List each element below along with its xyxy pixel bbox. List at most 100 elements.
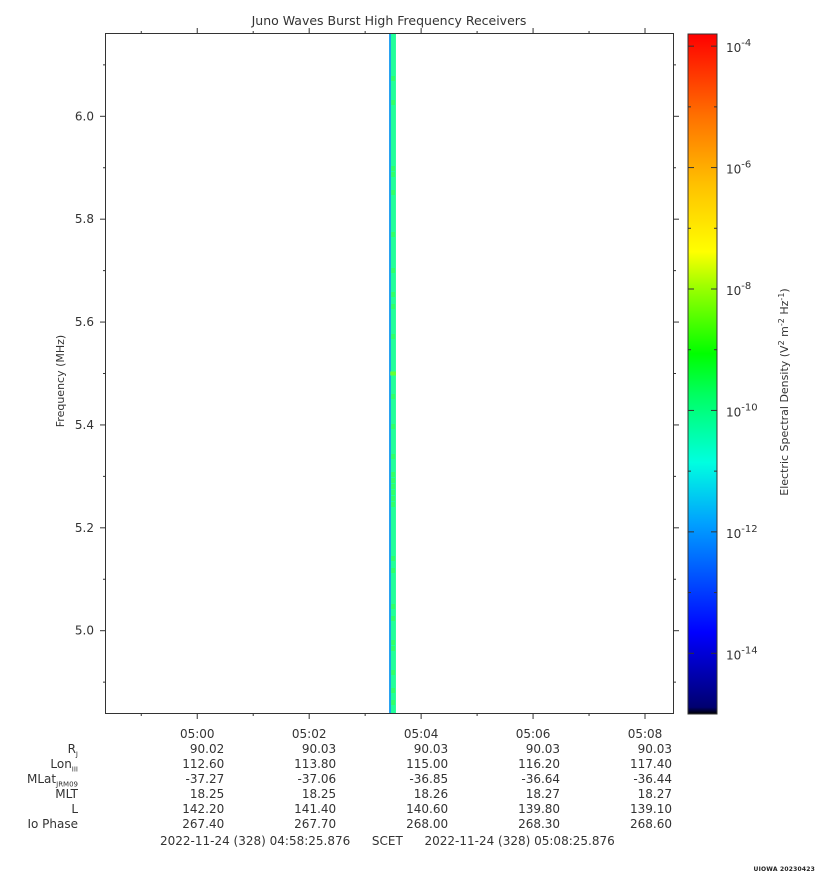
ephemeris-value: 139.80 [518, 802, 561, 816]
data-column-cell [391, 478, 395, 483]
ephemeris-value: 18.27 [637, 787, 672, 801]
ephemeris-value: 139.10 [630, 802, 672, 816]
x-tick-label: 05:08 [628, 727, 663, 741]
colorbar-label-suffix: ) [778, 288, 791, 292]
ephemeris-value: -36.64 [521, 772, 561, 786]
data-column-cell [391, 292, 395, 297]
data-column-cell [391, 232, 395, 237]
ephemeris-value: 117.40 [630, 757, 672, 771]
data-column-cell [391, 166, 395, 171]
data-column-cell [391, 76, 395, 81]
colorbar-label-mid2: Hz [778, 300, 791, 318]
footer-start-time: 2022-11-24 (328) 04:58:25.876 [160, 834, 351, 848]
colorbar-label-exp3: -1 [777, 293, 786, 301]
data-column-cell [391, 688, 395, 693]
footer-end-time: 2022-11-24 (328) 05:08:25.876 [424, 834, 615, 848]
y-tick-label: 5.4 [75, 418, 94, 432]
ephemeris-value: 268.30 [518, 817, 561, 831]
colorbar-tick-label: 10-10 [726, 402, 758, 419]
data-column-cell [391, 646, 395, 651]
data-column-cell [391, 304, 395, 309]
data-column-cell [391, 172, 395, 177]
ephemeris-value: 90.03 [413, 742, 449, 756]
ephemeris-row-label: MLT [55, 787, 78, 801]
ephemeris-value: 112.60 [182, 757, 225, 771]
ephemeris-value: 90.03 [525, 742, 561, 756]
ephemeris-value: -37.06 [297, 772, 337, 786]
ephemeris-value: 90.03 [301, 742, 337, 756]
data-column-cell [391, 568, 395, 573]
colorbar-label-exp2: -2 [777, 318, 786, 326]
ephemeris-value: 268.60 [630, 817, 672, 831]
ephemeris-value: 140.60 [406, 802, 449, 816]
version-stamp: UIOWA 20230423 [753, 866, 815, 873]
ephemeris-row-label: LonIII [50, 757, 78, 774]
x-tick-label: 05:02 [292, 727, 327, 741]
data-column-edge [389, 34, 391, 713]
colorbar-tick-label: 10-4 [726, 38, 751, 55]
colorbar-label-prefix: Electric Spectral Density (V [778, 345, 791, 496]
colorbar-label-exp1: 2 [777, 340, 786, 345]
data-column-cell [391, 484, 395, 489]
y-tick-label: 5.8 [75, 212, 94, 226]
colorbar-ticks: 10-14 10-12 10-10 10-8 10-6 10-4 [688, 38, 758, 715]
ephemeris-value: 90.03 [637, 742, 672, 756]
data-column-cell [391, 700, 395, 705]
colorbar [687, 33, 718, 715]
footer-scet: SCET [371, 834, 403, 848]
data-column-cell [391, 100, 395, 105]
colorbar-tick-label: 10-14 [726, 645, 758, 662]
time-footer: 2022-11-24 (328) 04:58:25.876 SCET 2022-… [160, 834, 615, 848]
x-axis-ticks: 05:00 05:02 05:04 05:06 05:08 [140, 28, 663, 741]
data-column-cell [391, 268, 395, 273]
ephemeris-value: -36.44 [633, 772, 672, 786]
colorbar-label-mid: m [778, 326, 791, 340]
ephemeris-value: 18.25 [301, 787, 337, 801]
ephemeris-value: 18.26 [413, 787, 449, 801]
y-tick-label: 5.6 [75, 315, 94, 329]
data-column-cell [391, 454, 395, 459]
ephemeris-value: 18.27 [525, 787, 561, 801]
y-tick-label: 5.2 [75, 521, 94, 535]
x-tick-label: 05:00 [180, 727, 215, 741]
data-column-peak [390, 371, 396, 376]
ephemeris-row-label: L [71, 802, 78, 816]
data-column-cell [391, 502, 395, 507]
ephemeris-value: 113.80 [294, 757, 337, 771]
data-column-cell [391, 190, 395, 195]
colorbar-label: Electric Spectral Density (V2 m-2 Hz-1) [777, 288, 792, 495]
ephemeris-value: 141.40 [294, 802, 337, 816]
ephemeris-value: 18.25 [189, 787, 225, 801]
x-tick-label: 05:04 [404, 727, 439, 741]
x-tick-label: 05:06 [516, 727, 551, 741]
ephemeris-value: 267.40 [182, 817, 225, 831]
ephemeris-value: 268.00 [406, 817, 449, 831]
data-column-cell [391, 334, 395, 339]
ephemeris-row-label: MLatJRM09 [27, 772, 78, 789]
ephemeris-value: 142.20 [182, 802, 225, 816]
data-column-cell [391, 490, 395, 495]
data-column-cell [391, 604, 395, 609]
ephemeris-value: 90.02 [189, 742, 225, 756]
y-axis-label: Frequency (MHz) [54, 335, 67, 427]
data-column-cell [391, 472, 395, 477]
data-column-cell [391, 394, 395, 399]
ephemeris-value: 116.20 [518, 757, 561, 771]
data-column-cell [391, 496, 395, 501]
ephemeris-value: 115.00 [406, 757, 449, 771]
data-column-cell [391, 424, 395, 429]
data-column-cell [391, 556, 395, 561]
colorbar-tick-label: 10-8 [726, 281, 751, 298]
y-tick-label: 5.0 [75, 624, 94, 638]
y-axis-ticks: 5.0 5.2 5.4 5.6 5.8 6.0 [75, 64, 679, 683]
y-tick-label: 6.0 [75, 109, 94, 123]
ephemeris-value: -37.27 [185, 772, 225, 786]
colorbar-tick-label: 10-12 [726, 524, 758, 541]
ephemeris-value: -36.85 [409, 772, 449, 786]
ephemeris-row-label: RJ [67, 742, 78, 759]
ephemeris-row-label: Io Phase [27, 817, 78, 831]
data-column [389, 34, 396, 713]
data-column-cell [391, 640, 395, 645]
data-column-cell [391, 616, 395, 621]
